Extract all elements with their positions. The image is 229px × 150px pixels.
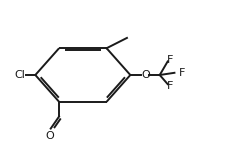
Text: F: F bbox=[167, 81, 173, 91]
Text: F: F bbox=[179, 68, 185, 78]
Text: Cl: Cl bbox=[14, 70, 25, 80]
Text: F: F bbox=[167, 55, 173, 64]
Text: O: O bbox=[142, 70, 150, 80]
Text: O: O bbox=[46, 131, 55, 141]
